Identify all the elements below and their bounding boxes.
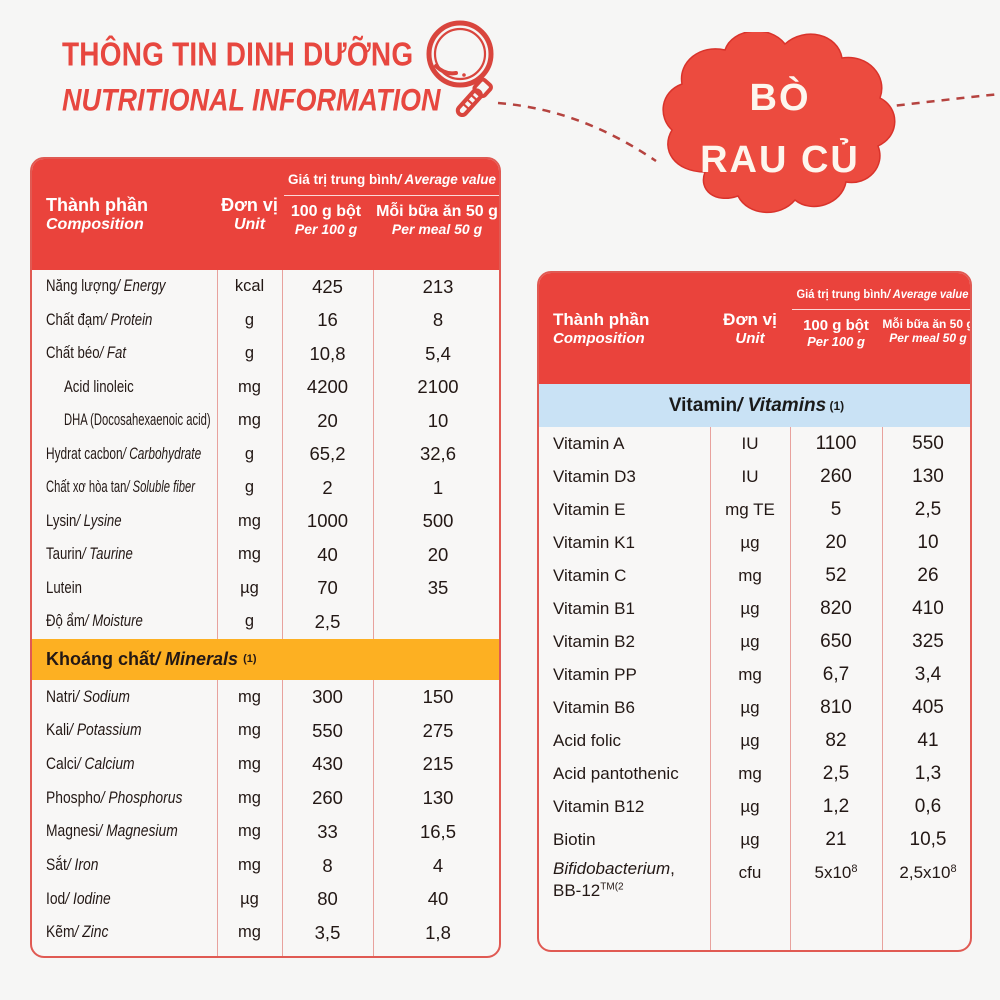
svg-text:RAU CỦ: RAU CỦ (700, 137, 860, 181)
svg-text:BÒ: BÒ (750, 75, 811, 119)
